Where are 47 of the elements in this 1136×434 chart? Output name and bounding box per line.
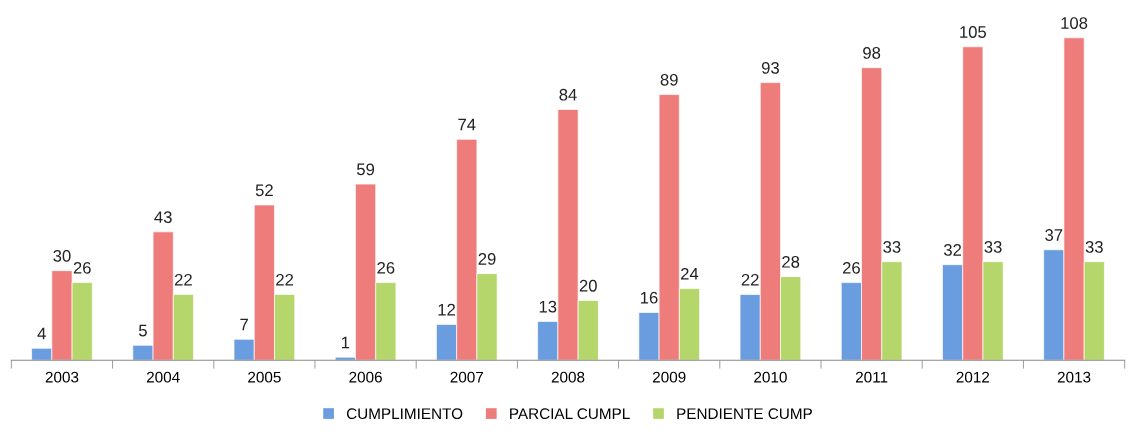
legend-label: PARCIAL CUMPL	[510, 408, 630, 420]
x-tick-label: 2013	[1057, 371, 1091, 383]
data-label: 33	[1085, 241, 1103, 253]
data-label: 22	[276, 273, 294, 286]
data-label: 59	[356, 163, 375, 176]
data-label: 37	[1045, 229, 1063, 241]
data-label: 33	[984, 241, 1002, 253]
data-label: 1	[341, 336, 350, 349]
data-label: 74	[458, 118, 476, 131]
data-label: 4	[37, 327, 46, 340]
data-label: 26	[377, 261, 395, 274]
x-tick-label: 2005	[248, 371, 281, 383]
data-label: 52	[255, 184, 273, 197]
data-label: 43	[154, 211, 172, 224]
x-tick-label: 2003	[45, 371, 79, 383]
data-label: 20	[579, 279, 597, 292]
data-label: 33	[883, 241, 901, 253]
data-label: 105	[960, 26, 987, 38]
legend-label: PENDIENTE CUMP	[677, 408, 812, 420]
data-label: 7	[240, 318, 248, 331]
data-label: 89	[660, 73, 678, 86]
x-tick-label: 2012	[956, 371, 990, 383]
data-label: 98	[863, 47, 881, 59]
data-label: 108	[1061, 17, 1088, 29]
data-label: 26	[842, 261, 860, 274]
data-label: 16	[640, 291, 658, 304]
data-label: 12	[438, 303, 455, 316]
x-tick-label: 2009	[652, 371, 686, 383]
x-tick-label: 2010	[754, 371, 787, 383]
data-label: 93	[761, 61, 779, 74]
data-label: 5	[138, 324, 147, 337]
data-label: 24	[681, 267, 699, 280]
data-label: 22	[741, 273, 759, 286]
data-label: 84	[559, 88, 577, 101]
x-tick-label: 2008	[551, 371, 585, 383]
data-label: 30	[53, 250, 71, 262]
x-tick-label: 2004	[146, 371, 180, 383]
x-tick-label: 2011	[855, 371, 888, 383]
data-label: 32	[943, 244, 962, 256]
data-label: 26	[73, 261, 91, 274]
x-tick-label: 2007	[450, 371, 484, 383]
data-label: 22	[174, 273, 192, 286]
data-label: 28	[782, 255, 800, 268]
data-label: 29	[478, 253, 496, 265]
data-label: 13	[539, 300, 557, 313]
x-tick-label: 2006	[349, 371, 382, 383]
legend-label: CUMPLIMIENTO	[346, 408, 463, 420]
